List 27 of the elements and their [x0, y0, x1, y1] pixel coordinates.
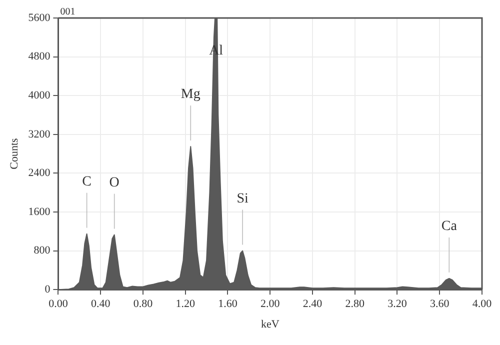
x-tick-label: 2.00: [260, 298, 280, 310]
y-tick-label: 2400: [28, 167, 51, 180]
x-tick-label: 2.80: [345, 298, 365, 310]
annotation: C: [82, 174, 92, 190]
y-tick-label: 5600: [28, 12, 51, 24]
annotation: Si: [236, 191, 248, 206]
x-tick-label: 4.00: [472, 298, 492, 310]
x-tick-label: 1.20: [176, 298, 196, 310]
y-tick-label: 4000: [28, 89, 51, 102]
y-tick-label: 1600: [28, 206, 51, 218]
x-axis-title: keV: [260, 318, 280, 330]
x-tick-label: 0.40: [90, 298, 111, 310]
annotation: O: [109, 175, 120, 190]
y-tick-label: 800: [34, 244, 51, 257]
x-tick-label: 0.80: [133, 298, 154, 310]
text: 001: [60, 6, 76, 18]
y-tick-label: 3200: [28, 128, 51, 140]
x-tick-label: 0.00: [48, 298, 68, 310]
annotation: Mg: [180, 87, 200, 102]
y-tick-label: 0: [44, 283, 51, 296]
x-tick-label: 3.60: [430, 298, 450, 310]
y-axis-title: Counts: [8, 138, 20, 170]
x-tick-label: 2.40: [302, 298, 323, 310]
annotation: Ca: [441, 219, 458, 234]
x-tick-label: 1.60: [218, 298, 238, 310]
y-tick-label: 4800: [28, 50, 51, 63]
x-tick-label: 3.20: [388, 298, 408, 310]
